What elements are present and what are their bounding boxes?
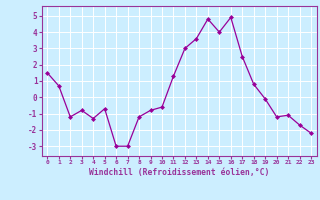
X-axis label: Windchill (Refroidissement éolien,°C): Windchill (Refroidissement éolien,°C) <box>89 168 269 177</box>
